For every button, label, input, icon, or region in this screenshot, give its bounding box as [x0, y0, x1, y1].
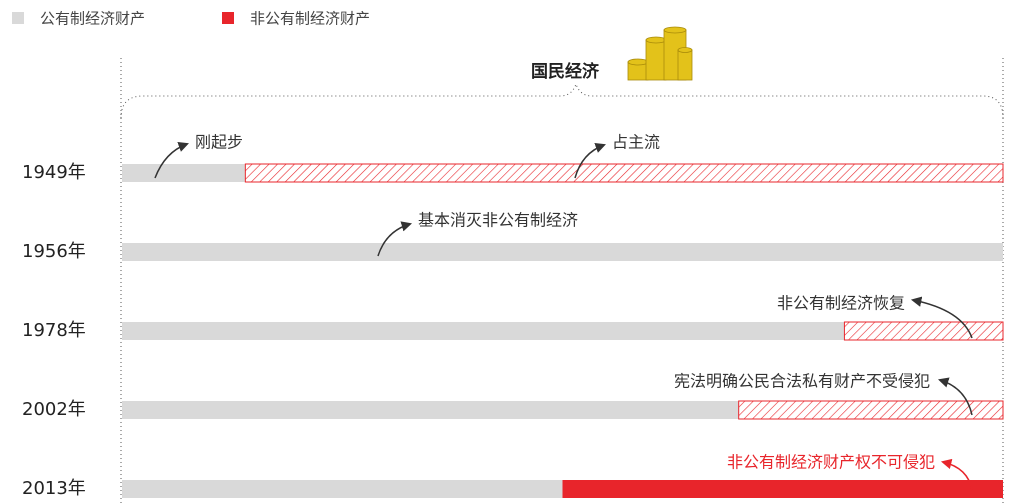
public-bar — [122, 322, 844, 340]
legend-label: 非公有制经济财产 — [250, 10, 370, 28]
annotation: 占主流 — [612, 133, 660, 152]
private-bar — [245, 164, 1003, 182]
annotation: 基本消灭非公有制经济 — [418, 211, 578, 230]
category-label: 1978年 — [22, 320, 86, 341]
category-label: 1949年 — [22, 162, 86, 183]
public-bar — [122, 480, 563, 498]
legend-swatch — [222, 12, 234, 24]
public-bar — [122, 401, 739, 419]
private-bar — [563, 480, 1004, 498]
annotation: 非公有制经济财产权不可侵犯 — [727, 453, 935, 472]
private-bar — [739, 401, 1003, 419]
public-bar — [122, 164, 245, 182]
annotation: 宪法明确公民合法私有财产不受侵犯 — [674, 372, 930, 391]
category-label: 2013年 — [22, 478, 86, 499]
category-label: 2002年 — [22, 399, 86, 420]
annotation: 非公有制经济恢复 — [777, 294, 905, 313]
coins-icon — [628, 27, 692, 80]
chart: 国民经济 公有制经济财产 非公有制经济财产 1949年 1956年 1978年 2002年… — [0, 0, 1014, 504]
legend-label: 公有制经济财产 — [40, 10, 145, 28]
public-bar — [122, 243, 1003, 261]
private-bar — [844, 322, 1003, 340]
legend-swatch — [12, 12, 24, 24]
brace — [121, 84, 1003, 118]
category-label: 1956年 — [22, 241, 86, 262]
header: 国民经济 — [531, 61, 600, 82]
annotation: 刚起步 — [195, 133, 243, 152]
